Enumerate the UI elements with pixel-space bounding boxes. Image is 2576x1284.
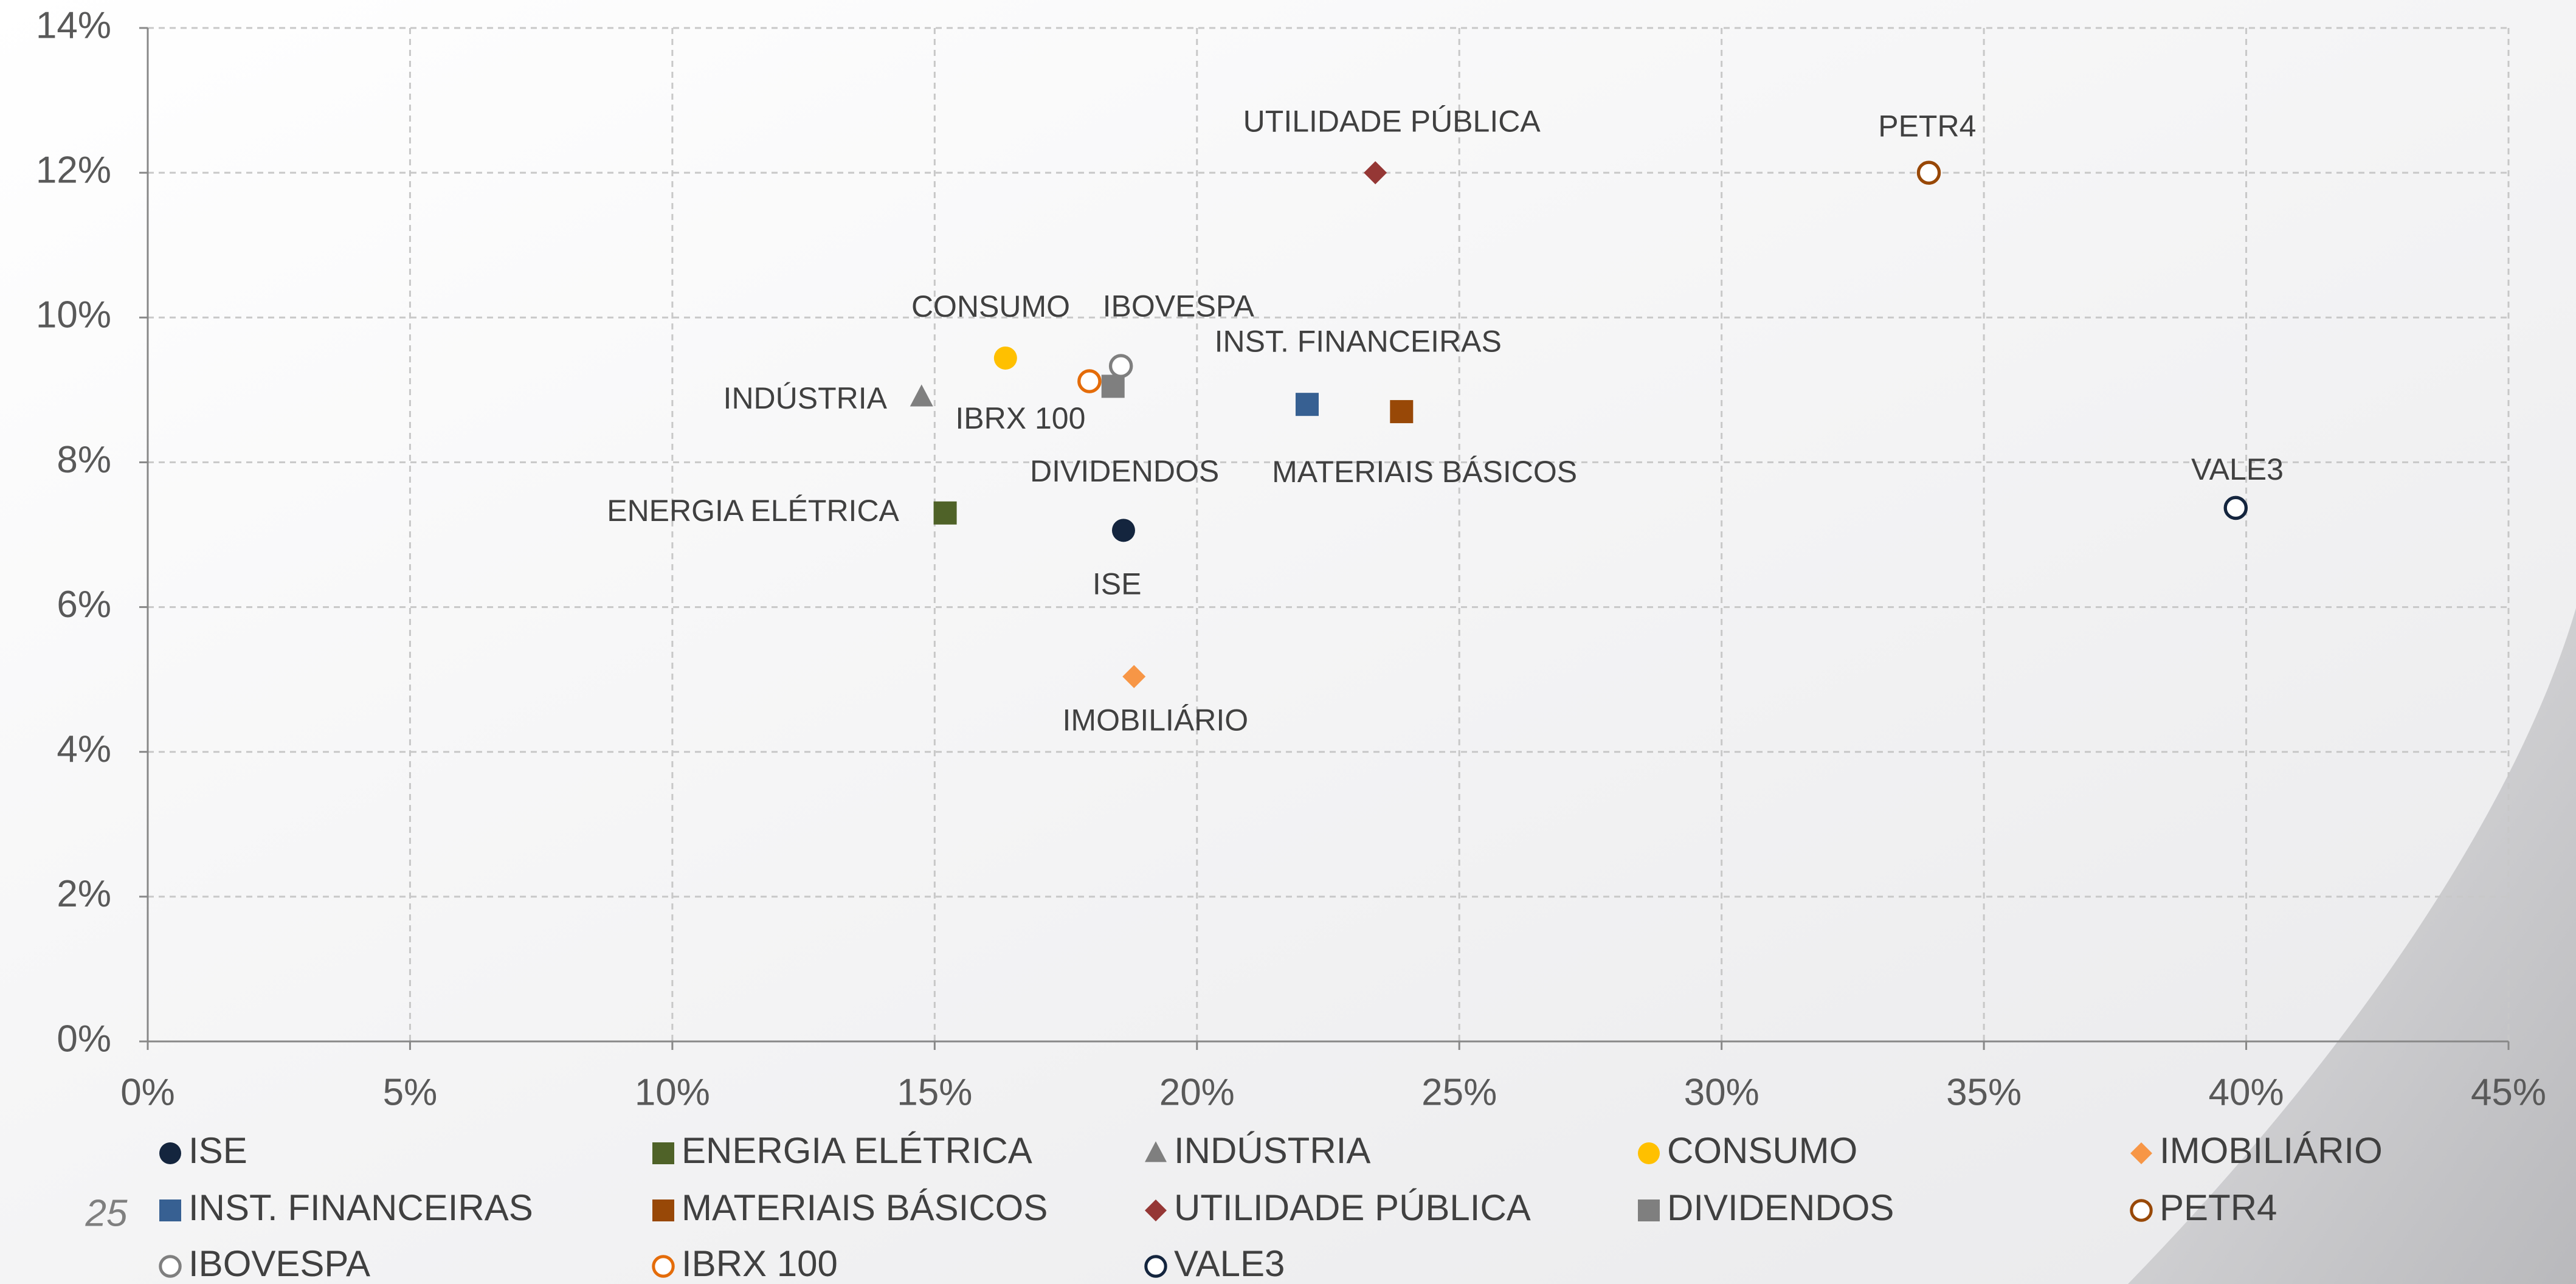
page-number: 25 — [85, 1192, 128, 1234]
point-label: UTILIDADE PÚBLICA — [1243, 104, 1541, 138]
x-tick-label: 20% — [1159, 1071, 1235, 1113]
x-tick-label: 40% — [2209, 1071, 2284, 1113]
point — [1364, 161, 1387, 185]
point-label: ENERGIA ELÉTRICA — [607, 494, 899, 528]
y-tick-label: 14% — [36, 4, 111, 46]
decor-swoosh — [2128, 608, 2576, 1284]
legend-marker — [1638, 1142, 1660, 1164]
point — [1111, 519, 1135, 542]
point-label: CONSUMO — [911, 289, 1070, 323]
legend-label: IBOVESPA — [188, 1243, 370, 1284]
point — [1916, 160, 1941, 185]
x-tick-label: 0% — [120, 1071, 175, 1113]
x-tick-label: 45% — [2471, 1071, 2546, 1113]
y-tick-label: 0% — [57, 1018, 111, 1060]
legend-label: CONSUMO — [1667, 1130, 1857, 1171]
legend-label: MATERIAIS BÁSICOS — [682, 1187, 1048, 1228]
point — [1390, 400, 1414, 424]
legend-label: INST. FINANCEIRAS — [188, 1187, 533, 1228]
x-tick-label: 15% — [897, 1071, 972, 1113]
legend-label: IMOBILIÁRIO — [2160, 1130, 2383, 1171]
point — [993, 346, 1017, 370]
y-tick-label: 8% — [57, 439, 111, 481]
y-tick-label: 4% — [57, 728, 111, 770]
x-tick-label: 10% — [635, 1071, 710, 1113]
point-label: PETR4 — [1878, 109, 1976, 143]
point — [910, 384, 933, 407]
point — [933, 501, 957, 525]
legend-marker — [652, 1142, 674, 1164]
y-tick-label: 12% — [36, 150, 111, 192]
point-label: MATERIAIS BÁSICOS — [1272, 455, 1577, 489]
legend-marker — [2130, 1199, 2153, 1222]
y-tick-label: 2% — [57, 873, 111, 915]
point-label: IBRX 100 — [955, 401, 1085, 435]
x-tick-label: 25% — [1421, 1071, 1497, 1113]
x-tick-label: 30% — [1684, 1071, 1759, 1113]
x-tick-label: 5% — [383, 1071, 438, 1113]
point-label: IBOVESPA — [1103, 289, 1255, 323]
legend-marker — [652, 1255, 675, 1278]
y-tick-label: 6% — [57, 584, 111, 626]
legend-label: IBRX 100 — [682, 1243, 838, 1284]
point — [2223, 495, 2248, 520]
point-label: VALE3 — [2191, 452, 2284, 486]
point — [1108, 354, 1133, 378]
point — [1101, 374, 1125, 398]
legend-marker — [159, 1199, 181, 1221]
legend-label: UTILIDADE PÚBLICA — [1174, 1187, 1531, 1228]
legend-marker — [1145, 1141, 1167, 1162]
legend-marker — [652, 1199, 674, 1221]
legend-marker — [159, 1255, 182, 1278]
point-label: IMOBILIÁRIO — [1063, 703, 1249, 737]
legend-label: PETR4 — [2160, 1187, 2277, 1228]
point-label: INDÚSTRIA — [723, 381, 888, 415]
point-label: ISE — [1093, 567, 1142, 601]
legend-marker — [1145, 1199, 1167, 1221]
legend-marker — [1638, 1199, 1660, 1221]
point — [1077, 369, 1102, 393]
legend-label: INDÚSTRIA — [1174, 1130, 1370, 1171]
y-tick-label: 10% — [36, 294, 111, 336]
legend-label: DIVIDENDOS — [1667, 1187, 1894, 1228]
legend-label: VALE3 — [1174, 1243, 1285, 1284]
legend-marker — [2130, 1142, 2152, 1164]
point-label: INST. FINANCEIRAS — [1215, 324, 1502, 358]
point — [1122, 664, 1146, 688]
point — [1295, 393, 1319, 416]
legend-label: ISE — [188, 1130, 247, 1171]
legend-label: ENERGIA ELÉTRICA — [682, 1130, 1032, 1171]
point-label: DIVIDENDOS — [1030, 454, 1219, 488]
legend-marker — [1144, 1255, 1167, 1278]
legend-marker — [159, 1142, 181, 1164]
x-tick-label: 35% — [1946, 1071, 2022, 1113]
